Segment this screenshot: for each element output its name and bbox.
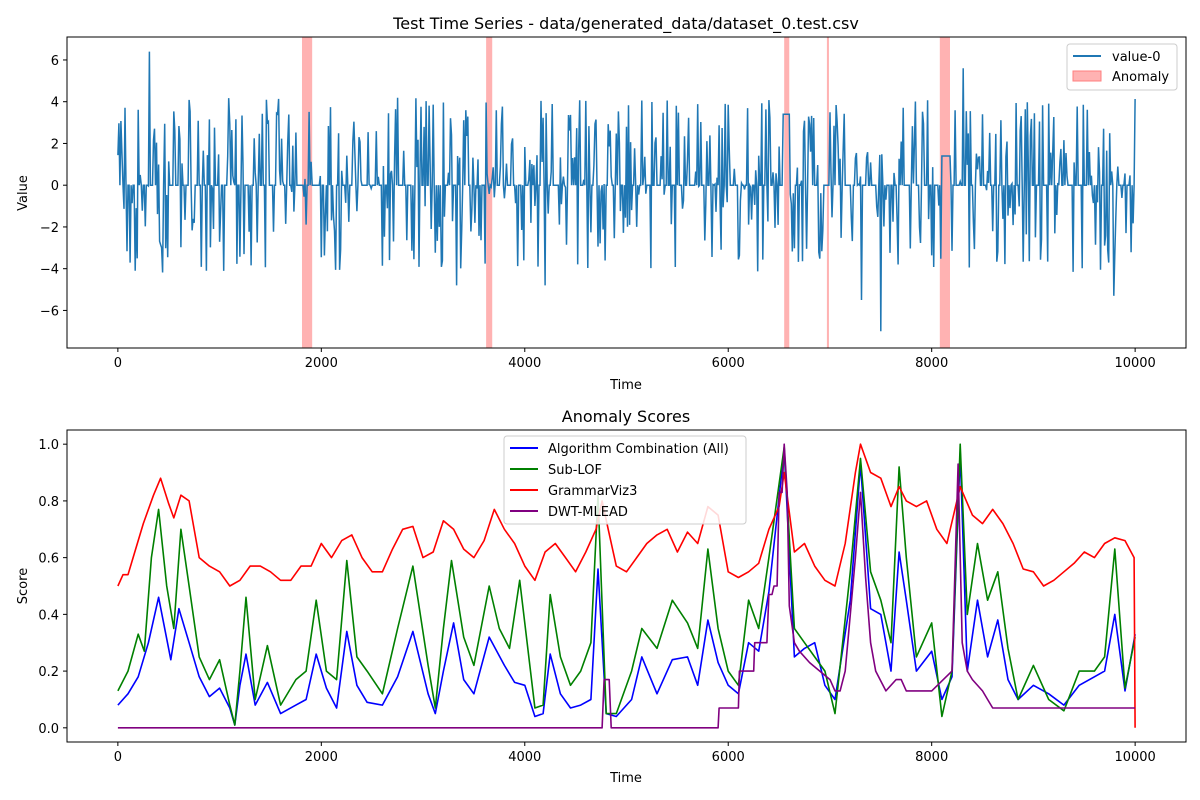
x-tick-label: 0 — [114, 356, 122, 371]
legend-label: value-0 — [1112, 50, 1160, 65]
y-tick-label: 6 — [51, 54, 59, 69]
x-tick-label: 2000 — [305, 356, 338, 371]
anomaly-span — [784, 37, 790, 348]
legend-label: DWT-MLEAD — [548, 505, 628, 520]
x-tick-label: 4000 — [508, 750, 541, 765]
x-tick-label: 2000 — [305, 750, 338, 765]
series-lines — [117, 51, 1136, 332]
x-tick-label: 10000 — [1114, 356, 1155, 371]
anomaly-span — [939, 37, 950, 348]
chart-title: Anomaly Scores — [562, 407, 690, 426]
chart-anomaly-scores: Anomaly Scores 0 2000 4000 6000 8000 10000 0.… — [16, 407, 1187, 786]
legend-label: Anomaly — [1112, 70, 1169, 85]
y-tick-label: −6 — [40, 304, 59, 319]
y-tick-label: 0.6 — [38, 552, 59, 567]
y-tick-label: 1.0 — [38, 438, 59, 453]
series-line-2 — [117, 443, 1136, 728]
series-line-3 — [117, 443, 1136, 729]
x-tick-label: 6000 — [712, 356, 745, 371]
y-tick-label: 0 — [51, 179, 59, 194]
legend-label: GrammarViz3 — [548, 484, 637, 499]
x-axis-label: Time — [609, 771, 642, 786]
y-tick-label: 0.4 — [38, 608, 59, 623]
y-tick-label: −2 — [40, 221, 59, 236]
x-axis: 0 2000 4000 6000 8000 10000 — [114, 348, 1156, 371]
x-tick-label: 8000 — [915, 356, 948, 371]
x-tick-label: 8000 — [915, 750, 948, 765]
y-tick-label: −4 — [40, 263, 59, 278]
y-axis: 0.0 0.2 0.4 0.6 0.8 1.0 — [38, 438, 67, 737]
x-tick-label: 4000 — [508, 356, 541, 371]
y-tick-label: 0.8 — [38, 495, 59, 510]
x-axis: 0 2000 4000 6000 8000 10000 — [114, 742, 1156, 765]
anomaly-span — [826, 37, 829, 348]
y-axis-label: Value — [16, 175, 31, 211]
y-tick-label: 0.0 — [38, 722, 59, 737]
series-line-value-0 — [117, 51, 1136, 332]
y-tick-label: 2 — [51, 137, 59, 152]
legend: value-0 Anomaly — [1066, 43, 1178, 91]
x-tick-label: 0 — [114, 750, 122, 765]
x-tick-label: 10000 — [1114, 750, 1155, 765]
legend-label: Sub-LOF — [548, 463, 602, 478]
chart-time-series: Test Time Series - data/generated_data/d… — [16, 14, 1187, 393]
x-tick-label: 6000 — [712, 750, 745, 765]
legend-swatch-anomaly — [1072, 70, 1102, 82]
plot-frame — [66, 429, 1187, 743]
y-axis: −6 −4 −2 0 2 4 6 — [40, 54, 67, 319]
y-axis-label: Score — [16, 568, 31, 604]
chart-title: Test Time Series - data/generated_data/d… — [392, 14, 859, 34]
plot-frame — [66, 36, 1187, 349]
y-tick-label: 4 — [51, 96, 59, 111]
legend: Algorithm Combination (All) Sub-LOF Gram… — [503, 435, 747, 525]
y-tick-label: 0.2 — [38, 665, 59, 680]
x-axis-label: Time — [609, 378, 642, 393]
legend-label: Algorithm Combination (All) — [548, 442, 729, 457]
